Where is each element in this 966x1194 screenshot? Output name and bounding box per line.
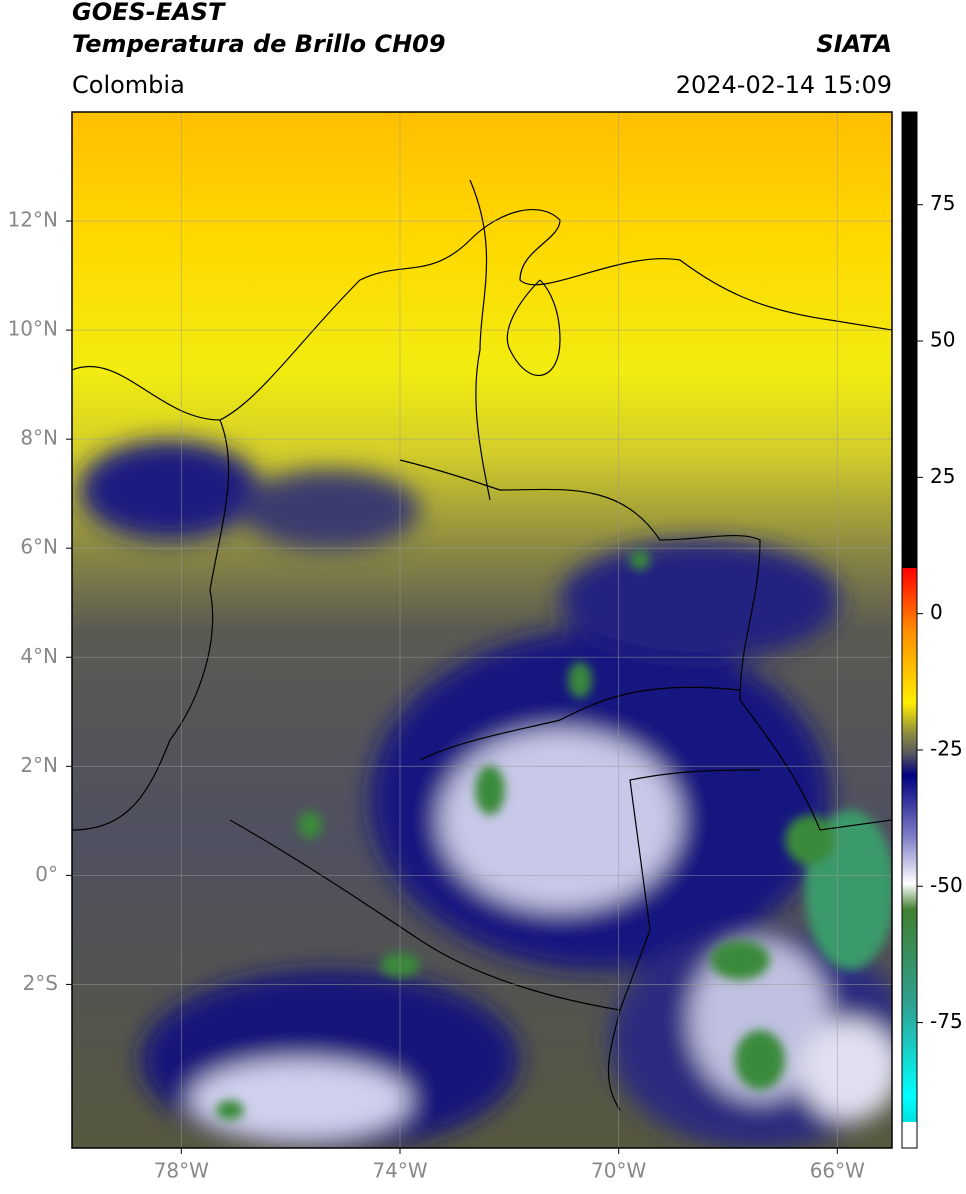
lat-tick-label: 4°N bbox=[20, 644, 58, 668]
lat-tick-label: 2°N bbox=[20, 753, 58, 777]
lon-tick-label: 70°W bbox=[591, 1159, 646, 1183]
colorbar-tick-label: 50 bbox=[930, 328, 955, 352]
colorbar-tick-label: 25 bbox=[930, 464, 955, 488]
lat-tick-label: 2°S bbox=[23, 971, 58, 995]
subtitle: Temperatura de Brillo CH09 bbox=[72, 30, 446, 58]
colorbar-tick-label: 75 bbox=[930, 191, 955, 215]
source: SIATA bbox=[816, 30, 892, 58]
map-frame bbox=[71, 111, 893, 1149]
lon-tick-label: 74°W bbox=[372, 1159, 427, 1183]
lon-tick-label: 66°W bbox=[810, 1159, 865, 1183]
region: Colombia bbox=[72, 71, 185, 99]
colorbar-tick-label: -75 bbox=[930, 1009, 963, 1033]
colorbar bbox=[901, 111, 918, 1149]
lat-tick-label: 0° bbox=[35, 862, 58, 886]
lon-tick-label: 78°W bbox=[154, 1159, 209, 1183]
lat-tick-label: 12°N bbox=[8, 208, 58, 232]
colorbar-tick-label: -50 bbox=[930, 873, 963, 897]
satellite-image bbox=[72, 112, 892, 1148]
lat-tick-label: 6°N bbox=[20, 535, 58, 559]
lat-tick-label: 10°N bbox=[8, 317, 58, 341]
colorbar-tick-label: 0 bbox=[930, 600, 943, 624]
title: GOES-EAST bbox=[72, 0, 226, 26]
timestamp: 2024-02-14 15:09 bbox=[676, 71, 892, 99]
lat-tick-label: 8°N bbox=[20, 426, 58, 450]
colorbar-tick-label: -25 bbox=[930, 736, 963, 760]
